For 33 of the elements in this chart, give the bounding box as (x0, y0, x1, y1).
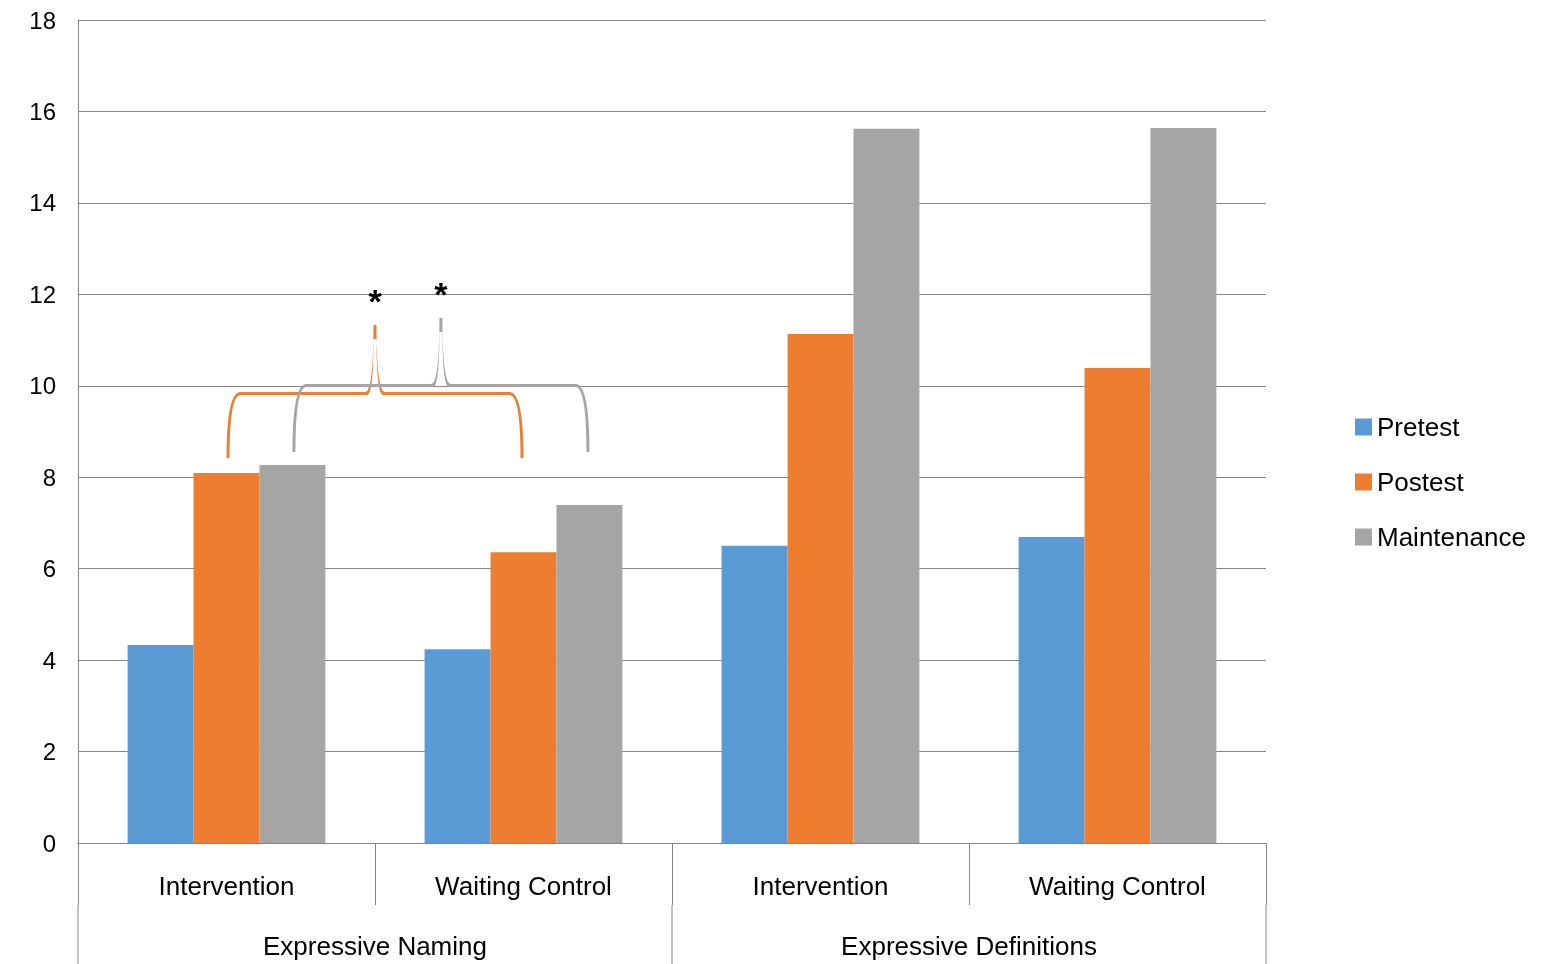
y-tick-label: 14 (29, 189, 56, 217)
annotation: * (434, 275, 449, 313)
bar (1018, 537, 1085, 843)
y-tick-label: 8 (42, 463, 56, 491)
legend-label: Pretest (1377, 412, 1461, 442)
text: Expressive Naming (263, 931, 487, 961)
x-tick-label: Waiting Control (435, 871, 612, 901)
y-tick-label: 12 (29, 280, 56, 308)
y-tick-label: 18 (29, 6, 56, 34)
bar (1150, 127, 1217, 843)
y-tick-label: 4 (42, 646, 56, 674)
x-tick-label: Intervention (158, 871, 295, 901)
bar (490, 552, 557, 843)
legend-label: Postest (1377, 467, 1465, 497)
text: Expressive Definitions (841, 931, 1097, 961)
x-tick-label: Intervention (752, 871, 889, 901)
y-tick-label: 16 (29, 97, 56, 125)
bar (424, 649, 491, 843)
bar (721, 545, 788, 843)
annotation: * (368, 282, 383, 320)
y-tick-label: 0 (42, 829, 56, 857)
legend-label: Maintenance (1377, 522, 1526, 552)
bar (787, 334, 854, 843)
bar (556, 505, 623, 843)
bar (127, 645, 194, 843)
bar (193, 473, 260, 843)
bar (853, 128, 920, 843)
bar (1084, 367, 1151, 843)
bar (259, 464, 326, 843)
y-tick-label: 2 (42, 738, 56, 766)
y-tick-label: 10 (29, 372, 56, 400)
y-tick-label: 6 (42, 555, 56, 583)
x-tick-label: Waiting Control (1029, 871, 1206, 901)
